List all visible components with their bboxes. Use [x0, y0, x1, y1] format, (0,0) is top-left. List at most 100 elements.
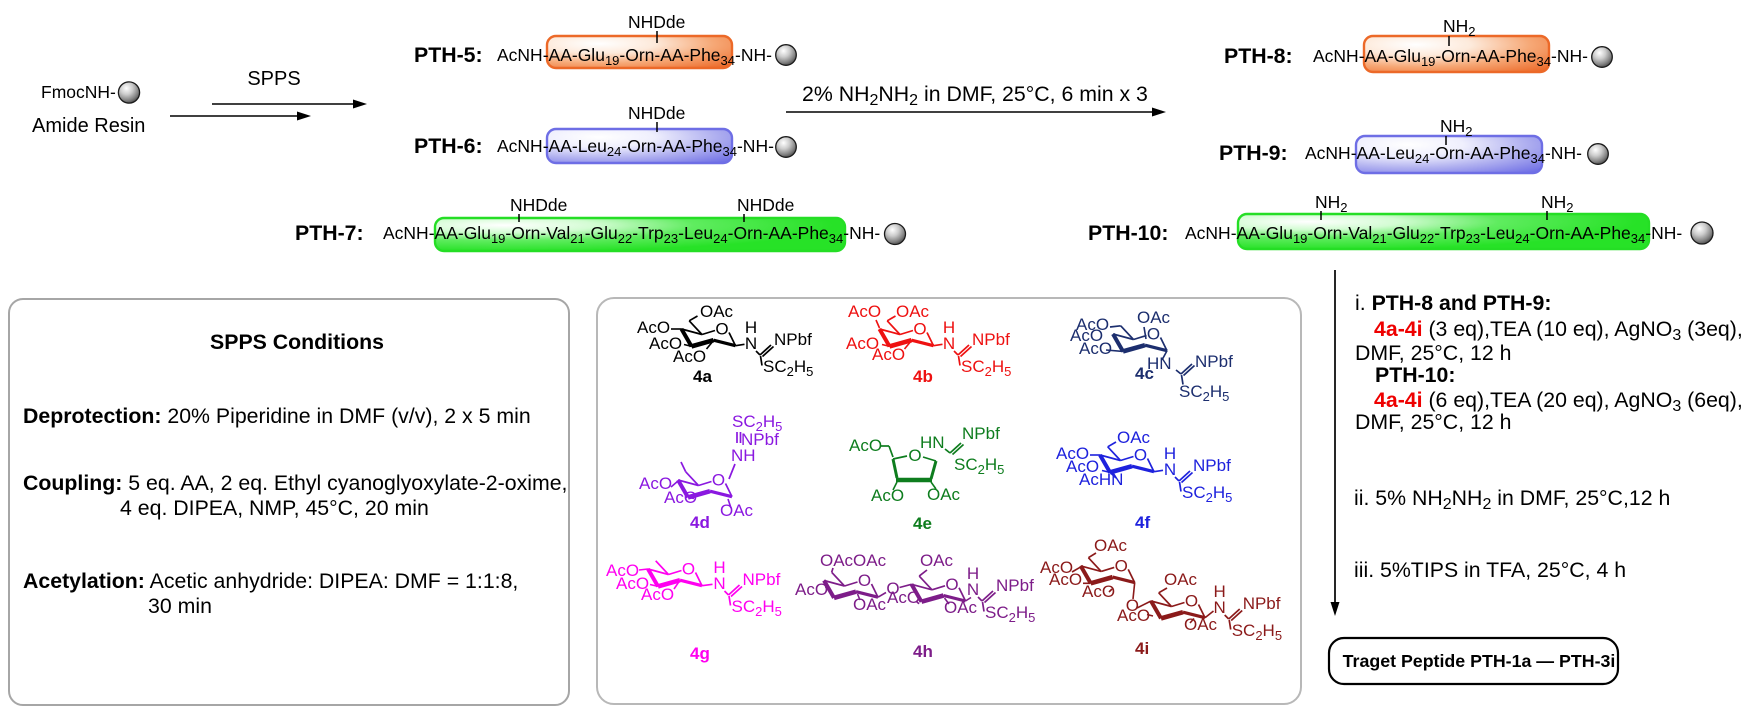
svg-text:NPbf: NPbf: [996, 576, 1034, 595]
svg-text:O: O: [1126, 596, 1139, 615]
svg-text:O: O: [886, 579, 899, 598]
svg-text:2% NH2NH2 in DMF, 25°C, 6 min: 2% NH2NH2 in DMF, 25°C, 6 min x 3: [802, 82, 1148, 109]
svg-text:NHDde: NHDde: [628, 103, 685, 123]
svg-text:4a: 4a: [693, 367, 712, 386]
svg-text:AcO: AcO: [1066, 457, 1099, 476]
svg-text:AcO: AcO: [1079, 339, 1112, 358]
svg-text:SPPS Conditions: SPPS Conditions: [210, 330, 384, 354]
svg-text:AcO: AcO: [1117, 606, 1150, 625]
svg-text:AcO: AcO: [1049, 570, 1082, 589]
svg-text:Traget Peptide PTH-1a — PTH-3i: Traget Peptide PTH-1a — PTH-3i: [1343, 651, 1616, 671]
svg-text:PTH-5:: PTH-5:: [414, 43, 483, 67]
svg-text:PTH-6:: PTH-6:: [414, 134, 483, 158]
svg-text:OAc: OAc: [1117, 428, 1151, 447]
svg-text:4e: 4e: [913, 514, 932, 533]
svg-text:NPbf: NPbf: [774, 330, 812, 349]
svg-text:H: H: [713, 558, 725, 577]
svg-text:OAc: OAc: [920, 551, 954, 570]
svg-text:DMF, 25°C, 12 h: DMF, 25°C, 12 h: [1355, 410, 1511, 434]
svg-text:30 min: 30 min: [148, 594, 212, 618]
svg-text:O: O: [1147, 325, 1160, 344]
svg-text:PTH-8:: PTH-8:: [1224, 44, 1293, 68]
svg-text:AcNH-AA-Glu19-Orn-AA-Phe34-NH-: AcNH-AA-Glu19-Orn-AA-Phe34-NH-: [1313, 46, 1588, 69]
svg-text:OAc: OAc: [700, 302, 734, 321]
svg-text:PTH-10:: PTH-10:: [1088, 221, 1168, 245]
svg-text:AcO: AcO: [673, 347, 706, 366]
svg-text:OAc: OAc: [896, 302, 930, 321]
svg-text:4g: 4g: [690, 644, 710, 663]
svg-text:NPbf: NPbf: [741, 430, 779, 449]
svg-text:ii. 5% NH2NH2 in DMF, 25°C,12: ii. 5% NH2NH2 in DMF, 25°C,12 h: [1354, 486, 1670, 513]
svg-text:4d: 4d: [690, 513, 710, 532]
svg-text:NPbf: NPbf: [1193, 456, 1231, 475]
svg-text:SC2H5: SC2H5: [961, 357, 1011, 379]
svg-text:SC2H5: SC2H5: [1182, 483, 1232, 505]
svg-text:DMF, 25°C, 12 h: DMF, 25°C, 12 h: [1355, 341, 1511, 365]
svg-text:4b: 4b: [913, 367, 933, 386]
svg-text:AcO: AcO: [641, 585, 674, 604]
svg-text:4h: 4h: [913, 642, 933, 661]
svg-text:SC2H5: SC2H5: [732, 412, 782, 434]
svg-text:O: O: [1134, 446, 1147, 465]
svg-text:OAc: OAc: [720, 501, 754, 520]
svg-text:AcHN: AcHN: [1079, 470, 1123, 489]
svg-text:NH2: NH2: [1440, 116, 1473, 139]
svg-text:NPbf: NPbf: [962, 424, 1000, 443]
svg-text:O: O: [1185, 592, 1198, 611]
svg-text:AcNH-AA-Glu19-Orn-Val21-Glu22-: AcNH-AA-Glu19-Orn-Val21-Glu22-Trp23-Leu2…: [1185, 223, 1682, 246]
svg-text:AcNH-AA-Leu24-Orn-AA-Phe34-NH-: AcNH-AA-Leu24-Orn-AA-Phe34-NH-: [497, 136, 774, 159]
svg-text:O: O: [945, 575, 958, 594]
svg-text:Amide Resin: Amide Resin: [32, 115, 145, 137]
svg-text:AcO: AcO: [649, 334, 682, 353]
svg-text:N: N: [713, 574, 725, 593]
svg-text:AcO: AcO: [795, 580, 828, 599]
svg-text:NH2: NH2: [1541, 192, 1574, 215]
svg-text:SC2H5: SC2H5: [1179, 382, 1229, 404]
svg-text:AcO: AcO: [1070, 326, 1103, 345]
svg-text:H: H: [1214, 582, 1226, 601]
svg-text:HN: HN: [920, 433, 945, 452]
svg-text:AcO: AcO: [639, 474, 672, 493]
svg-text:OAc: OAc: [927, 485, 961, 504]
svg-text:O: O: [712, 471, 725, 490]
svg-text:PTH-7:: PTH-7:: [295, 221, 364, 245]
svg-text:i. PTH-8 and PTH-9:: i. PTH-8 and PTH-9:: [1355, 291, 1551, 315]
svg-text:NH2: NH2: [1443, 16, 1476, 39]
svg-text:4i: 4i: [1135, 639, 1149, 658]
svg-text:AcNH-AA-Glu19-Orn-AA-Phe34-NH-: AcNH-AA-Glu19-Orn-AA-Phe34-NH-: [497, 45, 772, 68]
svg-text:AcO: AcO: [872, 345, 905, 364]
svg-text:NPbf: NPbf: [1243, 594, 1281, 613]
svg-text:AcO: AcO: [846, 334, 879, 353]
svg-text:4c: 4c: [1135, 364, 1154, 383]
svg-text:FmocNH-: FmocNH-: [41, 82, 116, 102]
svg-text:O: O: [913, 320, 926, 339]
svg-text:OAc: OAc: [1184, 615, 1218, 634]
svg-text:Acetylation: Acetic anhydride:: Acetylation: Acetic anhydride: DIPEA: DM…: [23, 569, 518, 593]
svg-text:AcNH-AA-Glu19-Orn-Val21-Glu22-: AcNH-AA-Glu19-Orn-Val21-Glu22-Trp23-Leu2…: [383, 223, 880, 246]
svg-text:NHDde: NHDde: [737, 195, 794, 215]
svg-text:O: O: [858, 571, 871, 590]
svg-text:OAcOAc: OAcOAc: [820, 551, 887, 570]
svg-text:HN: HN: [1147, 354, 1172, 373]
svg-text:4f: 4f: [1135, 513, 1150, 532]
svg-text:AcO: AcO: [616, 574, 649, 593]
svg-text:AcO: AcO: [1082, 582, 1115, 601]
svg-text:OAc: OAc: [944, 598, 978, 617]
svg-text:AcO: AcO: [849, 436, 882, 455]
svg-text:O: O: [908, 446, 921, 465]
svg-text:H: H: [967, 564, 979, 583]
svg-text:SPPS: SPPS: [247, 68, 300, 90]
svg-text:4a-4i (6 eq),TEA (20 eq), AgNO: 4a-4i (6 eq),TEA (20 eq), AgNO3 (6eq),: [1374, 388, 1743, 415]
svg-text:iii. 5%TIPS in TFA, 25°C, 4 h: iii. 5%TIPS in TFA, 25°C, 4 h: [1354, 558, 1626, 582]
svg-text:NPbf: NPbf: [743, 570, 781, 589]
svg-text:AcO: AcO: [871, 486, 904, 505]
svg-text:N: N: [943, 334, 955, 353]
svg-text:NHDde: NHDde: [628, 12, 685, 32]
svg-text:H: H: [745, 318, 757, 337]
svg-text:N: N: [967, 580, 979, 599]
svg-text:OAc: OAc: [1137, 308, 1171, 327]
svg-text:NH: NH: [731, 446, 756, 465]
svg-text:NPbf: NPbf: [972, 330, 1010, 349]
svg-text:AcNH-AA-Leu24-Orn-AA-Phe34-NH-: AcNH-AA-Leu24-Orn-AA-Phe34-NH-: [1305, 143, 1582, 166]
svg-text:Deprotection: 20% Piperidine i: Deprotection: 20% Piperidine in DMF (v/v…: [23, 404, 531, 428]
